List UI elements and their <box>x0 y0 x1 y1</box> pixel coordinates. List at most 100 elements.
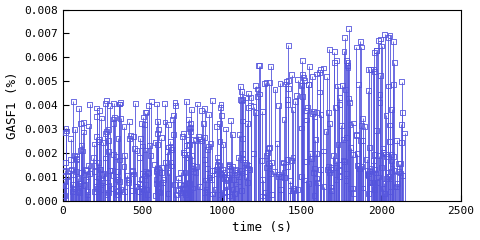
Point <box>181 191 189 194</box>
Point <box>363 168 371 172</box>
Point <box>379 187 387 191</box>
Point <box>190 138 198 142</box>
Point <box>344 60 352 64</box>
Point <box>84 163 92 167</box>
Point <box>312 177 320 181</box>
Point <box>114 169 121 173</box>
Point <box>75 191 83 195</box>
Point <box>373 49 381 53</box>
Point <box>216 172 224 176</box>
Point <box>397 123 405 126</box>
Point <box>64 175 72 179</box>
Point <box>370 51 378 54</box>
Point <box>394 182 401 186</box>
Point <box>152 194 159 198</box>
Point <box>389 154 397 158</box>
Point <box>244 105 252 109</box>
Point <box>324 164 332 168</box>
Point <box>289 156 297 160</box>
Point <box>289 108 297 112</box>
Point <box>259 194 267 198</box>
Point <box>205 175 213 179</box>
Point <box>382 113 390 117</box>
Point <box>179 135 186 139</box>
Point <box>80 120 88 124</box>
Point <box>354 164 362 168</box>
Point <box>376 73 384 77</box>
Point <box>67 137 75 141</box>
Point <box>138 121 145 125</box>
Point <box>208 99 216 103</box>
Point <box>328 188 336 192</box>
Point <box>368 166 376 170</box>
Point <box>354 164 362 168</box>
Point <box>343 172 350 175</box>
Point <box>180 151 188 155</box>
Point <box>264 147 272 151</box>
Point <box>99 140 107 144</box>
Point <box>98 179 106 182</box>
Point <box>152 141 159 144</box>
Point <box>220 171 228 174</box>
Point <box>201 158 209 162</box>
Point <box>371 188 378 192</box>
Point <box>185 181 193 185</box>
Point <box>174 188 182 192</box>
Point <box>214 162 221 166</box>
Point <box>97 116 105 120</box>
Point <box>171 103 179 107</box>
Point <box>267 64 275 68</box>
Point <box>204 167 212 171</box>
Point <box>205 175 213 179</box>
Point <box>117 101 124 105</box>
Point <box>159 177 167 181</box>
Point <box>180 131 187 135</box>
Point <box>396 162 404 166</box>
Point <box>392 184 400 188</box>
Point <box>238 98 245 102</box>
Point <box>336 169 343 173</box>
Point <box>155 190 163 194</box>
Point <box>139 171 146 175</box>
Point <box>114 193 121 197</box>
Point <box>395 162 403 166</box>
X-axis label: time (s): time (s) <box>232 222 292 234</box>
Point <box>227 119 235 123</box>
Point <box>84 175 92 179</box>
Point <box>290 189 298 193</box>
Point <box>259 109 266 113</box>
Point <box>284 165 292 169</box>
Point <box>74 177 82 180</box>
Point <box>343 63 351 67</box>
Point <box>186 188 194 192</box>
Point <box>60 180 68 183</box>
Point <box>67 158 74 162</box>
Point <box>127 134 134 138</box>
Point <box>237 84 244 88</box>
Point <box>165 145 172 149</box>
Point <box>129 169 136 173</box>
Point <box>302 178 310 182</box>
Point <box>143 110 151 114</box>
Point <box>142 169 150 173</box>
Point <box>221 191 228 194</box>
Point <box>349 191 357 195</box>
Point <box>120 154 128 158</box>
Point <box>401 131 409 135</box>
Point <box>180 183 187 187</box>
Point <box>325 170 333 174</box>
Point <box>316 90 324 94</box>
Point <box>71 127 79 131</box>
Point <box>103 130 110 133</box>
Point <box>205 112 213 116</box>
Point <box>395 169 403 173</box>
Point <box>222 177 230 181</box>
Point <box>181 193 189 197</box>
Point <box>69 100 77 103</box>
Point <box>155 128 162 132</box>
Point <box>95 176 102 180</box>
Point <box>367 68 375 72</box>
Point <box>298 83 306 87</box>
Point <box>61 168 69 172</box>
Point <box>239 136 246 140</box>
